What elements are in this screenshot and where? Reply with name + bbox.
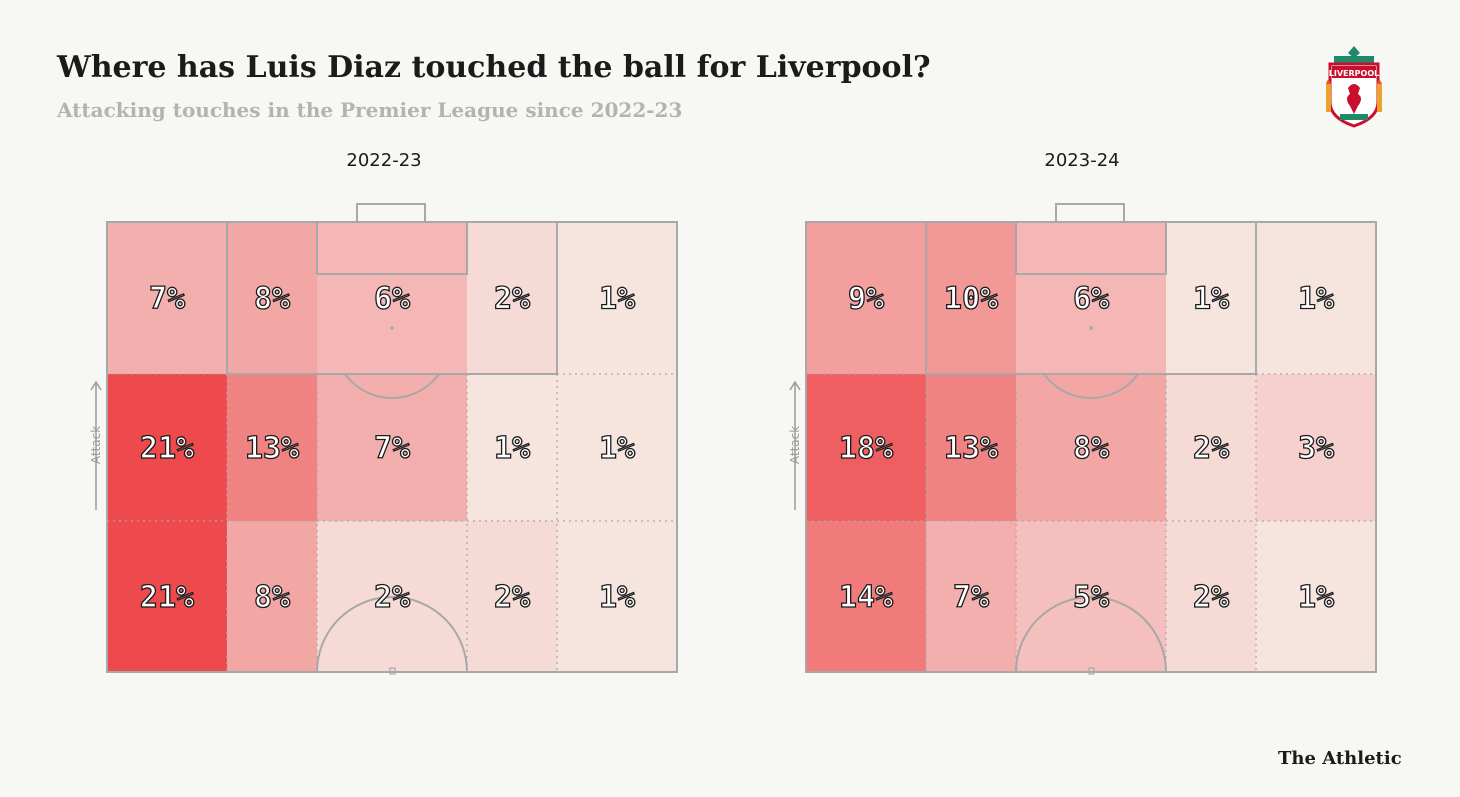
cell-label: 1% (599, 580, 635, 615)
cell-label: 18% (839, 431, 893, 466)
chart-subtitle: Attacking touches in the Premier League … (57, 98, 683, 122)
cell-label: 10% (944, 282, 998, 317)
pitch-title-2022-23: 2022-23 (346, 150, 422, 171)
heatmap-cell (926, 521, 1016, 672)
heatmap-cell (1256, 521, 1376, 672)
cell-label: 21% (140, 580, 194, 615)
cell-label: 1% (1298, 580, 1334, 615)
heatmap-cell (1166, 374, 1256, 521)
cell-label: 13% (245, 431, 299, 466)
heatmap-cell (557, 374, 677, 521)
cell-label: 13% (944, 431, 998, 466)
heatmap-2023-24: 9% 10% 6% 1% 1% 18% 13% 8% 2% 3% 14% 7% 5% 2% 1% (805, 203, 1377, 675)
heatmap-cell (227, 222, 317, 374)
heatmap-cell (107, 222, 227, 374)
heatmap-cell (317, 222, 467, 374)
cell-label: 2% (494, 580, 530, 615)
heatmap-cell (806, 222, 926, 374)
cell-label: 1% (599, 431, 635, 466)
heatmap-cell (227, 374, 317, 521)
heatmap-cell (107, 521, 227, 672)
heatmap-cell (926, 222, 1016, 374)
heatmap-cell (1016, 222, 1166, 374)
attack-direction-indicator: Attack (86, 380, 106, 515)
heatmap-cell (107, 374, 227, 521)
pitch-title-2023-24: 2023-24 (1044, 150, 1120, 171)
cell-label: 5% (1073, 580, 1109, 615)
cell-label: 3% (1298, 431, 1334, 466)
cell-label: 1% (1193, 282, 1229, 317)
heatmap-cell (926, 374, 1016, 521)
heatmap-cell (1166, 222, 1256, 374)
cell-label: 2% (374, 580, 410, 615)
heatmap-cell (557, 222, 677, 374)
cell-label: 2% (1193, 431, 1229, 466)
cell-label: 8% (254, 580, 290, 615)
heatmap-cell (1166, 521, 1256, 672)
cell-label: 8% (1073, 431, 1109, 466)
cell-label: 6% (1073, 282, 1109, 317)
cell-label: 6% (374, 282, 410, 317)
cell-label: 1% (494, 431, 530, 466)
cell-label: 7% (374, 431, 410, 466)
heatmap-cell (806, 374, 926, 521)
cell-label: 14% (839, 580, 893, 615)
attack-direction-indicator: Attack (785, 380, 805, 515)
heatmap-cell (1256, 222, 1376, 374)
cell-label: 1% (599, 282, 635, 317)
cell-label: 1% (1298, 282, 1334, 317)
cell-label: 2% (1193, 580, 1229, 615)
heatmap-cell (467, 521, 557, 672)
cell-label: 7% (149, 282, 185, 317)
heatmap-cell (227, 521, 317, 672)
heatmap-cell (557, 521, 677, 672)
brand-logo: The Athletic (1278, 748, 1402, 769)
chart-title: Where has Luis Diaz touched the ball for… (57, 50, 931, 85)
heatmap-cell (467, 222, 557, 374)
cell-label: 9% (848, 282, 884, 317)
attack-label: Attack (89, 425, 103, 465)
heatmap-cell (467, 374, 557, 521)
heatmap-cell (806, 521, 926, 672)
cell-label: 2% (494, 282, 530, 317)
cell-label: 21% (140, 431, 194, 466)
heatmap-2022-23: 7% 8% 6% 2% 1% 21% 13% 7% 1% 1% 21% 8% 2% 2% 1% (106, 203, 678, 675)
cell-label: 7% (953, 580, 989, 615)
liverpool-crest-icon: LIVERPOOL (1326, 46, 1382, 128)
attack-label: Attack (788, 425, 802, 465)
crest-text: LIVERPOOL (1329, 69, 1379, 78)
pitch-markings (805, 203, 1377, 675)
heatmap-cell (1256, 374, 1376, 521)
pitch-markings (106, 203, 678, 675)
cell-label: 8% (254, 282, 290, 317)
